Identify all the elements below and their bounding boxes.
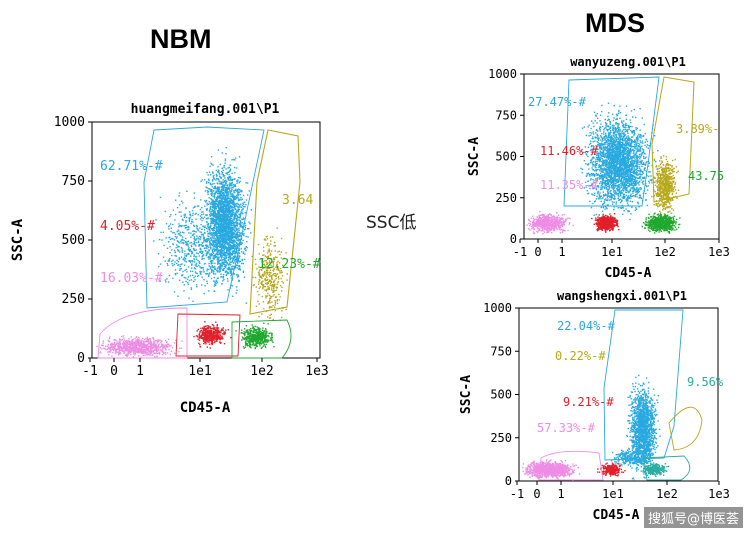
p1-plot: 62.71%-# 4.05%-# 16.03%-# 3.64 12.23%-# huang… [10,102,329,416]
nbm-title: NBM [150,24,212,54]
gate-percent-lymphocyte: 43.75 [688,169,724,183]
gate-percent-granulocyte: 3.89%- [676,122,719,136]
y-tick-label: 750 [495,108,517,122]
x-tick-label: 0 [110,364,118,379]
x-tick-label: 0 [534,245,541,259]
gate-percent-debris: 16.03%-# [100,271,163,286]
x-tick-label: 1 [557,487,564,501]
x-axis-label: CD45-A [605,266,652,281]
gate-blue [603,309,684,461]
y-axis-label: SSC-A [10,218,26,261]
plot-frame [518,307,719,482]
gate-pink [97,307,188,359]
y-tick-label: 500 [62,233,85,248]
y-tick-label: 1000 [488,67,517,81]
y-tick-label: 1000 [483,301,512,315]
x-tick-label: 1e2 [654,245,676,259]
gate-olive [668,406,703,451]
data-points [522,374,670,481]
y-tick-label: 750 [490,344,512,358]
gate-percent-erythroid: 11.46%-# [540,144,599,158]
y-tick-label: 250 [490,431,512,445]
watermark: 搜狐号@博医荟 [643,507,743,528]
gate-pink [538,450,604,481]
gate-percent-lymphocyte: 12.23%-# [258,257,321,272]
gate-red [175,313,241,357]
gate-percent-erythroid: 4.05%-# [100,219,155,234]
data-points [96,147,288,358]
x-tick-label: 1e2 [250,364,273,379]
x-tick-label: -1 [513,245,527,259]
x-axis-label: CD45-A [180,400,231,416]
data-points [526,102,681,235]
x-tick-label: 1e2 [656,487,678,501]
gate-teal [643,455,691,481]
x-axis-label: CD45-A [593,508,640,523]
x-tick-label: 1 [558,245,565,259]
x-tick-label: 1e1 [602,487,624,501]
gate-green [231,319,292,359]
gate-percent-debris: 11.35%-# [540,178,599,192]
y-axis-label: SSC-A [459,375,474,414]
gate-percent-granulocyte: 0.22%-# [555,349,606,363]
gate-percent-debris: 57.33%-# [537,421,596,435]
gate-olive [651,76,695,203]
gate-olive [249,129,301,315]
x-tick-label: 1 [136,364,144,379]
ssc-low-label: SSC低 [366,213,417,233]
plot-title: wangshengxi.001\P1 [557,289,687,303]
gate-percent-granulocyte: 3.64 [282,193,313,208]
gate-percent-lymphocyte: 9.56% [687,375,724,389]
x-tick-label: 1e3 [708,487,730,501]
gate-blue [563,76,660,207]
y-tick-label: 0 [510,232,517,246]
y-tick-label: 250 [495,191,517,205]
y-tick-label: 500 [490,388,512,402]
y-tick-label: 1000 [54,115,85,130]
mds-title: MDS [585,8,645,38]
y-tick-label: 0 [505,474,512,488]
gate-blue [143,126,265,309]
x-tick-label: 1e3 [305,364,328,379]
x-tick-label: -1 [510,487,524,501]
p2-plot: 27.47%-# 11.46%-# 11.35%-# 3.89%- 43.75 wanyu… [467,55,730,281]
gate-percent-blast-region: 62.71%-# [100,159,163,174]
plot-title: wanyuzeng.001\P1 [570,55,686,69]
x-tick-label: 1e1 [601,245,623,259]
gate-percent-blast-region: 22.04%-# [557,319,616,333]
plot-title: huangmeifang.001\P1 [131,102,280,117]
x-tick-label: 1e3 [708,245,730,259]
x-tick-label: 0 [533,487,540,501]
y-axis-label: SSC-A [467,137,482,176]
x-tick-label: 1e1 [188,364,211,379]
x-tick-label: -1 [82,364,98,379]
y-tick-label: 500 [495,150,517,164]
y-tick-label: 250 [62,292,85,307]
y-tick-label: 0 [77,351,85,366]
p3-plot: 22.04%-# 0.22%-# 9.56% 9.21%-# 57.33%-# wangs… [459,289,730,523]
y-tick-label: 750 [62,174,85,189]
gate-percent-blast-region: 27.47%-# [528,95,587,109]
gate-percent-erythroid: 9.21%-# [563,395,614,409]
